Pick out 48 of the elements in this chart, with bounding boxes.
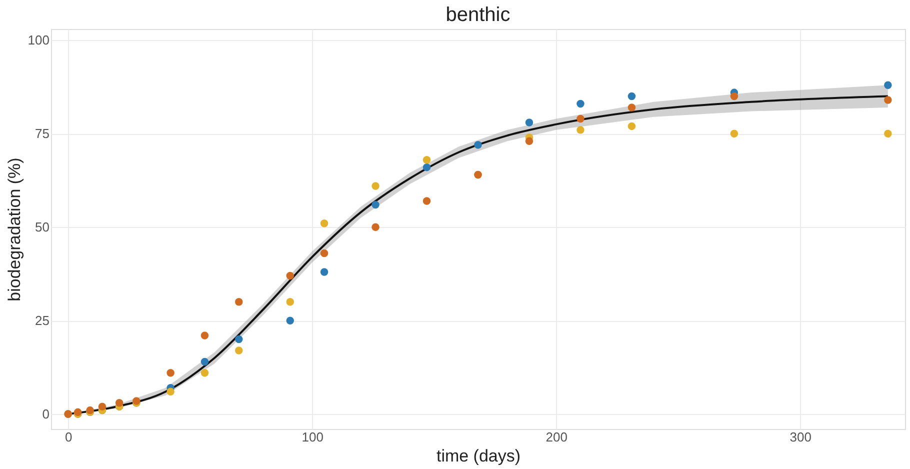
point <box>525 118 534 126</box>
point <box>286 272 294 280</box>
point <box>576 100 584 108</box>
point <box>320 268 328 276</box>
point <box>200 358 209 366</box>
point <box>372 182 380 190</box>
point <box>422 156 431 164</box>
chart-title: benthic <box>446 4 510 26</box>
point <box>422 163 431 172</box>
x-tick-label: 300 <box>790 430 812 444</box>
point <box>474 141 482 149</box>
y-tick-label: 0 <box>42 406 50 422</box>
point <box>576 126 584 134</box>
y-axis-title: biodegradation (%) <box>4 158 24 302</box>
point <box>235 298 243 306</box>
point <box>576 114 584 123</box>
point <box>628 92 636 100</box>
point <box>98 402 106 410</box>
point <box>235 346 243 354</box>
y-tick-label: 50 <box>35 220 50 235</box>
point <box>628 104 636 112</box>
point <box>730 130 738 138</box>
point <box>320 220 328 228</box>
point <box>115 398 124 407</box>
point <box>884 96 892 104</box>
point <box>235 335 243 344</box>
point <box>730 92 738 100</box>
point <box>628 122 636 130</box>
x-tick-label: 200 <box>546 430 568 444</box>
point <box>286 316 294 324</box>
y-tick-label: 75 <box>35 126 50 142</box>
x-axis-title: time (days) <box>436 446 521 466</box>
x-tick-label: 0 <box>64 430 72 444</box>
point <box>200 369 209 377</box>
x-tick-label: 100 <box>302 430 324 444</box>
point <box>286 298 294 306</box>
point <box>884 81 892 89</box>
point <box>372 223 380 231</box>
point <box>166 388 174 396</box>
y-tick-label: 25 <box>35 313 50 328</box>
point <box>422 197 431 205</box>
point <box>320 249 328 258</box>
point <box>166 369 174 377</box>
point <box>884 130 892 138</box>
point <box>525 137 534 146</box>
y-tick-label: 100 <box>28 32 50 48</box>
point <box>200 332 209 340</box>
point <box>372 200 380 209</box>
